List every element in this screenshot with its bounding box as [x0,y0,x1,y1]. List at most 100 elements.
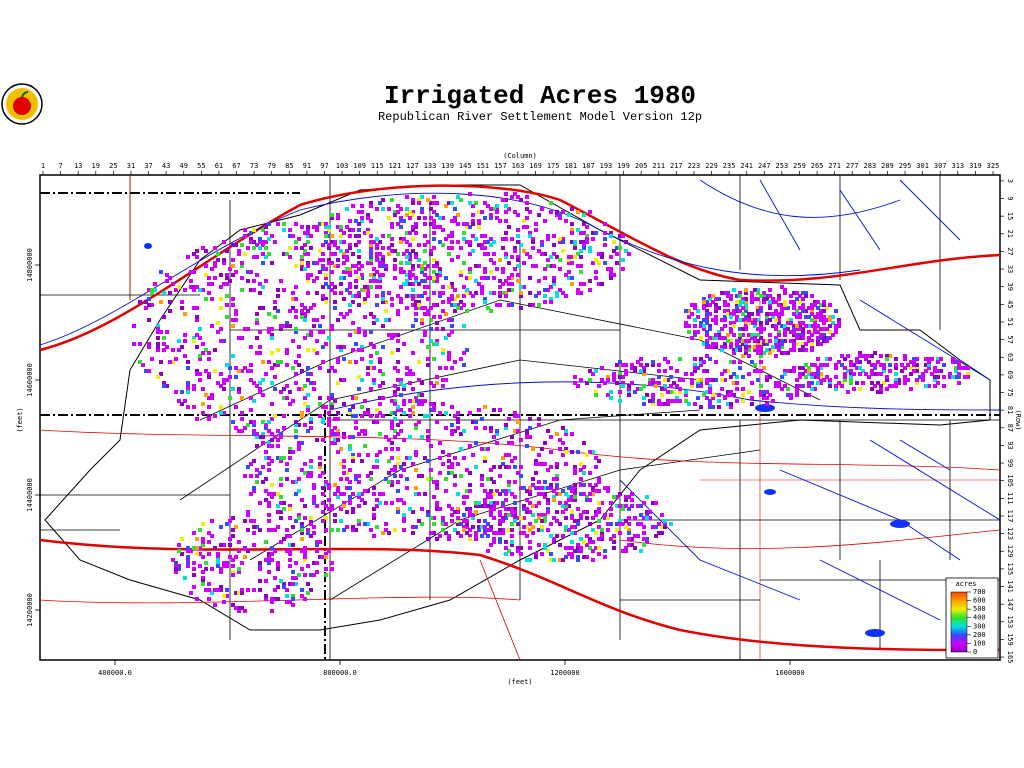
y-tick-label: 14200000 [26,593,34,627]
column-tick-label: 247 [758,162,771,170]
row-tick-label: 129 [1006,545,1014,558]
column-tick-label: 229 [705,162,718,170]
column-tick-label: 301 [916,162,929,170]
row-tick-label: 57 [1006,335,1014,343]
column-tick-label: 307 [934,162,947,170]
column-tick-label: 79 [267,162,275,170]
column-tick-label: 253 [776,162,789,170]
column-tick-label: 187 [582,162,595,170]
column-tick-label: 181 [564,162,577,170]
column-tick-label: 319 [969,162,982,170]
column-tick-label: 43 [162,162,170,170]
row-tick-label: 21 [1006,230,1014,238]
column-tick-label: 97 [320,162,328,170]
column-tick-label: 265 [811,162,824,170]
row-tick-label: 27 [1006,247,1014,255]
row-tick-label: 69 [1006,371,1014,379]
column-tick-label: 175 [547,162,560,170]
column-tick-label: 91 [303,162,311,170]
column-tick-label: 67 [232,162,240,170]
legend-color-bar [950,591,968,653]
row-axis-label: (Row) [1014,409,1022,430]
legend-tick-label: 200 [973,631,986,639]
row-tick-label: 123 [1006,527,1014,540]
column-tick-label: 313 [951,162,964,170]
legend-tick-label: 0 [973,648,977,656]
row-tick-label: 135 [1006,563,1014,576]
row-tick-label: 45 [1006,300,1014,308]
row-tick-label: 117 [1006,510,1014,523]
column-tick-label: 205 [635,162,648,170]
column-tick-label: 271 [828,162,841,170]
column-tick-label: 25 [109,162,117,170]
row-tick-label: 3 [1006,179,1014,183]
column-tick-label: 295 [899,162,912,170]
y-tick-label: 14600000 [26,363,34,397]
x-tick-label: 800000.0 [323,669,357,677]
row-tick-label: 105 [1006,474,1014,487]
column-tick-label: 193 [600,162,613,170]
legend-tick-label: 500 [973,605,986,613]
x-tick-label: 1600000 [775,669,805,677]
row-tick-label: 111 [1006,492,1014,505]
column-tick-label: 223 [688,162,701,170]
column-tick-label: 127 [406,162,419,170]
column-tick-label: 289 [881,162,894,170]
column-tick-label: 85 [285,162,293,170]
legend-tick-label: 600 [973,597,986,605]
column-tick-label: 31 [127,162,135,170]
column-tick-label: 241 [740,162,753,170]
column-tick-label: 157 [494,162,507,170]
y-tick-label: 14400000 [26,478,34,512]
x-tick-label: 400000.0 [98,669,132,677]
row-tick-label: 99 [1006,459,1014,467]
legend-tick-label: 400 [973,614,986,622]
column-tick-label: 19 [92,162,100,170]
column-tick-label: 121 [389,162,402,170]
logo [1,83,43,125]
row-tick-label: 9 [1006,196,1014,200]
column-tick-label: 259 [793,162,806,170]
row-tick-label: 15 [1006,212,1014,220]
column-tick-label: 1 [41,162,45,170]
legend-tick-label: 100 [973,639,986,647]
column-tick-label: 103 [336,162,349,170]
column-tick-label: 283 [864,162,877,170]
column-tick-label: 109 [353,162,366,170]
y-tick-label: 14800000 [26,248,34,282]
legend-tick-label: 700 [973,588,986,596]
row-tick-label: 141 [1006,580,1014,593]
column-tick-label: 73 [250,162,258,170]
map-layers [39,175,1001,661]
legend-tick-label: 300 [973,622,986,630]
column-tick-label: 55 [197,162,205,170]
column-tick-label: 235 [723,162,736,170]
column-tick-label: 49 [180,162,188,170]
column-tick-label: 139 [441,162,454,170]
column-tick-label: 169 [529,162,542,170]
row-tick-label: 153 [1006,615,1014,628]
column-tick-label: 145 [459,162,472,170]
column-tick-label: 133 [424,162,437,170]
column-tick-label: 151 [476,162,489,170]
column-tick-label: 115 [371,162,384,170]
state-line [40,192,1000,660]
subtitle: Republican River Settlement Model Versio… [378,110,702,124]
x-tick-label: 1200000 [550,669,580,677]
column-tick-label: 37 [144,162,152,170]
column-tick-label: 7 [58,162,62,170]
row-tick-label: 75 [1006,388,1014,396]
legend-title: acres [955,580,976,588]
column-tick-label: 13 [74,162,82,170]
row-tick-label: 51 [1006,318,1014,326]
column-tick-label: 325 [987,162,1000,170]
row-tick-label: 93 [1006,441,1014,449]
column-tick-label: 61 [215,162,223,170]
reservoirs [144,243,910,637]
column-tick-label: 163 [512,162,525,170]
column-tick-label: 211 [652,162,665,170]
column-tick-label: 199 [617,162,630,170]
row-tick-label: 165 [1006,651,1014,664]
